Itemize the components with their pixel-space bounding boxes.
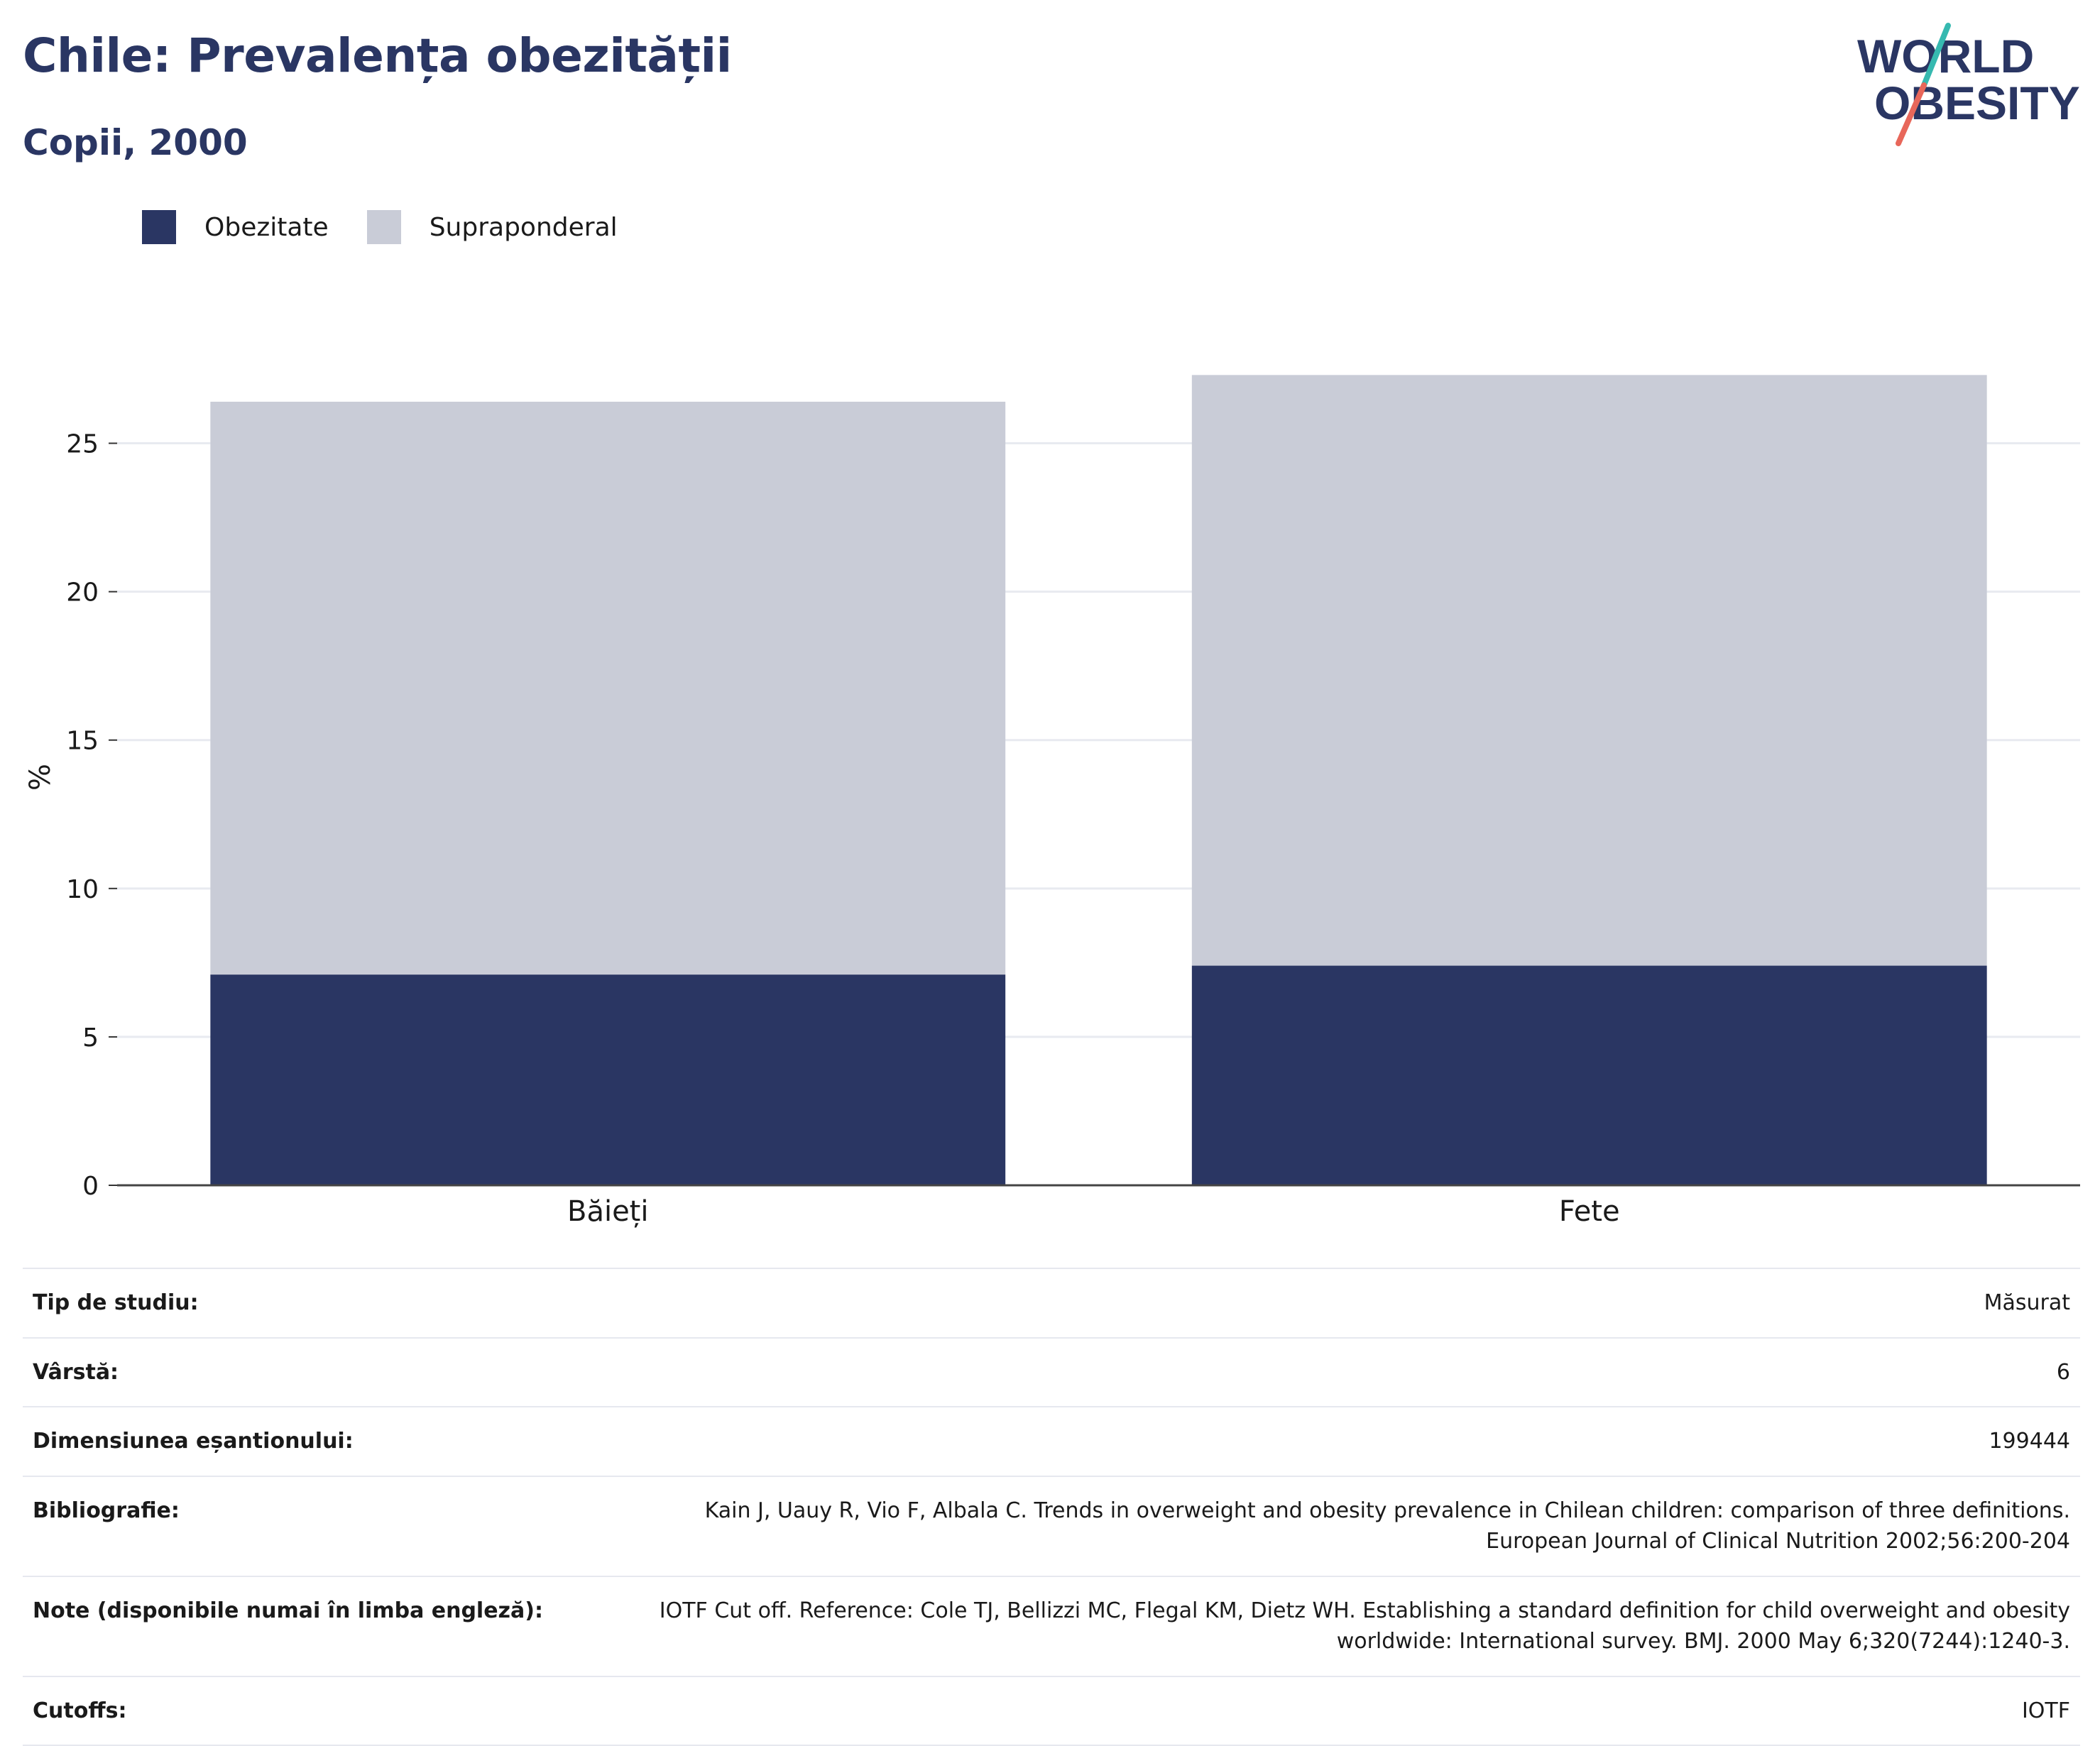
legend-label-obezitate: Obezitate <box>204 212 329 242</box>
info-row-cutoffs: Cutoffs: IOTF <box>23 1676 2080 1745</box>
y-tick-label: 5 <box>82 1023 99 1053</box>
y-axis-label: % <box>24 764 57 791</box>
info-key: Note (disponibile numai în limba engleză… <box>33 1598 543 1623</box>
bar-obezitate <box>210 974 1006 1185</box>
legend-swatch-obezitate <box>142 210 176 244</box>
info-row-bibliography: Bibliografie: Kain J, Uauy R, Vio F, Alb… <box>23 1476 2080 1576</box>
info-row-age: Vârstă: 6 <box>23 1337 2080 1407</box>
chart-legend: Obezitate Supraponderal <box>142 210 656 244</box>
info-value: Kain J, Uauy R, Vio F, Albala C. Trends … <box>704 1498 2070 1554</box>
y-tick-label: 0 <box>82 1172 99 1201</box>
info-value: Măsurat <box>1984 1290 2070 1315</box>
y-tick-label: 20 <box>66 578 99 608</box>
info-value: IOTF Cut off. Reference: Cole TJ, Belliz… <box>659 1598 2070 1654</box>
page-title: Chile: Prevalența obezității <box>23 28 732 83</box>
logo-slash-bottom <box>1896 82 1927 146</box>
info-row-notes: Note (disponibile numai în limba engleză… <box>23 1576 2080 1676</box>
y-tick-label: 15 <box>66 727 99 756</box>
study-info-table: Tip de studiu: Măsurat Vârstă: 6 Dimensi… <box>23 1268 2080 1746</box>
info-key: Dimensiunea eșantionului: <box>33 1429 354 1454</box>
info-key: Tip de studiu: <box>33 1290 199 1315</box>
info-key: Vârstă: <box>33 1359 119 1385</box>
y-tick-label: 10 <box>66 875 99 904</box>
legend-item-obezitate[interactable]: Obezitate <box>142 210 329 244</box>
world-obesity-logo: WORLD OBESITY <box>1857 23 2080 146</box>
y-tick-label: 25 <box>66 430 99 459</box>
info-row-sample-size: Dimensiunea eșantionului: 199444 <box>23 1407 2080 1476</box>
legend-swatch-supraponderal <box>366 210 401 244</box>
info-key: Cutoffs: <box>33 1698 127 1723</box>
info-row-study-type: Tip de studiu: Măsurat <box>23 1268 2080 1338</box>
info-value: 6 <box>2056 1359 2070 1385</box>
bar-obezitate <box>1191 965 1987 1185</box>
info-value: IOTF <box>2021 1698 2070 1723</box>
stacked-bar-chart: 0 5 10 15 20 25% Băieți Fete <box>24 375 2080 1228</box>
bar-supraponderal <box>210 402 1006 975</box>
legend-item-supraponderal[interactable]: Supraponderal <box>366 210 618 244</box>
info-value: 199444 <box>1989 1429 2070 1454</box>
info-key: Bibliografie: <box>33 1498 180 1523</box>
bar-supraponderal <box>1191 375 1987 966</box>
legend-label-supraponderal: Supraponderal <box>429 212 618 242</box>
page-subtitle: Copii, 2000 <box>23 122 248 163</box>
x-tick-label: Fete <box>1559 1195 1620 1228</box>
x-tick-label: Băieți <box>567 1195 648 1228</box>
logo-slash-top <box>1921 23 1951 88</box>
